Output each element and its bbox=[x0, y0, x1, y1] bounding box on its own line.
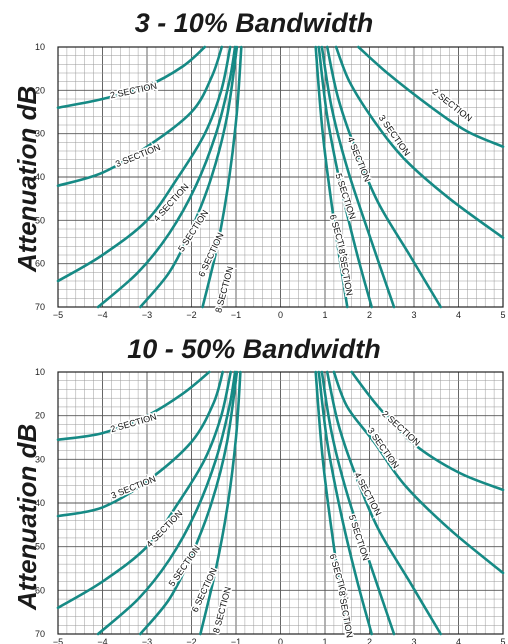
curve-8-section-right bbox=[314, 370, 349, 636]
x-tick-label: −2 bbox=[186, 637, 196, 644]
x-tick-label: 0 bbox=[278, 310, 283, 320]
y-tick-label: 70 bbox=[35, 302, 45, 312]
curve-2-section-right bbox=[350, 370, 505, 492]
curve-5-section-right bbox=[320, 45, 396, 309]
y-tick-label: 60 bbox=[35, 259, 45, 269]
chart-title-bottom: 10 - 50% Bandwidth bbox=[127, 334, 381, 364]
y-tick-label: 20 bbox=[35, 85, 45, 95]
x-tick-label: −3 bbox=[142, 637, 152, 644]
curve-6-section-left bbox=[139, 45, 239, 309]
plot-frame bbox=[57, 371, 504, 635]
x-tick-label: 3 bbox=[411, 637, 416, 644]
x-tick-label: 4 bbox=[456, 310, 461, 320]
x-tick-label: −5 bbox=[53, 310, 63, 320]
x-tick-label: −1 bbox=[231, 637, 241, 644]
x-tick-label: 1 bbox=[322, 637, 327, 644]
x-tick-label: −5 bbox=[53, 637, 63, 644]
x-tick-label: 2 bbox=[367, 310, 372, 320]
x-tick-label: −4 bbox=[97, 310, 107, 320]
x-tick-label: −1 bbox=[231, 310, 241, 320]
curve-8-section-right bbox=[314, 45, 349, 309]
curve-5-section-left bbox=[96, 370, 237, 636]
curve-3-section-left bbox=[56, 45, 224, 187]
curve-2-section-right bbox=[357, 45, 505, 148]
y-tick-label: 60 bbox=[35, 585, 45, 595]
chart-title-top: 3 - 10% Bandwidth bbox=[134, 8, 374, 38]
x-tick-label: 1 bbox=[322, 310, 327, 320]
y-tick-label: 30 bbox=[35, 454, 45, 464]
curve-5-section-right bbox=[320, 370, 396, 636]
curve-3-section-right bbox=[334, 45, 505, 239]
x-tick-label: 0 bbox=[278, 637, 283, 644]
y-tick-label: 20 bbox=[35, 411, 45, 421]
curve-6-section-left bbox=[139, 370, 239, 636]
x-tick-label: 5 bbox=[500, 310, 505, 320]
y-tick-label: 40 bbox=[35, 498, 45, 508]
y-tick-label: 40 bbox=[35, 172, 45, 182]
curve-6-section-right bbox=[317, 370, 373, 636]
curve-8-section-left bbox=[201, 45, 243, 309]
curve-4-section-right bbox=[325, 370, 442, 636]
x-tick-label: 5 bbox=[500, 637, 505, 644]
x-tick-label: −2 bbox=[186, 310, 196, 320]
curve-5-section-left bbox=[96, 45, 237, 309]
curve-6-section-right bbox=[317, 45, 373, 309]
x-tick-label: 4 bbox=[456, 637, 461, 644]
y-tick-label: 10 bbox=[35, 367, 45, 377]
x-tick-label: −3 bbox=[142, 310, 152, 320]
curve-4-section-left bbox=[56, 45, 232, 283]
curves bbox=[56, 45, 505, 309]
curve-3-section-right bbox=[332, 370, 505, 575]
curve-8-section-left bbox=[199, 370, 242, 636]
x-tick-label: 2 bbox=[367, 637, 372, 644]
y-tick-label: 50 bbox=[35, 542, 45, 552]
y-tick-label: 70 bbox=[35, 629, 45, 639]
curves bbox=[56, 370, 505, 636]
x-tick-label: −4 bbox=[97, 637, 107, 644]
curve-2-section-left bbox=[56, 370, 211, 441]
x-tick-label: 3 bbox=[411, 310, 416, 320]
y-tick-label: 50 bbox=[35, 215, 45, 225]
plot-frame bbox=[57, 46, 504, 308]
curve-4-section-left bbox=[56, 370, 232, 610]
curve-2-section-left bbox=[56, 45, 207, 109]
y-tick-label: 30 bbox=[35, 129, 45, 139]
curve-3-section-left bbox=[56, 370, 224, 518]
y-tick-label: 10 bbox=[35, 42, 45, 52]
curve-4-section-right bbox=[325, 45, 442, 309]
